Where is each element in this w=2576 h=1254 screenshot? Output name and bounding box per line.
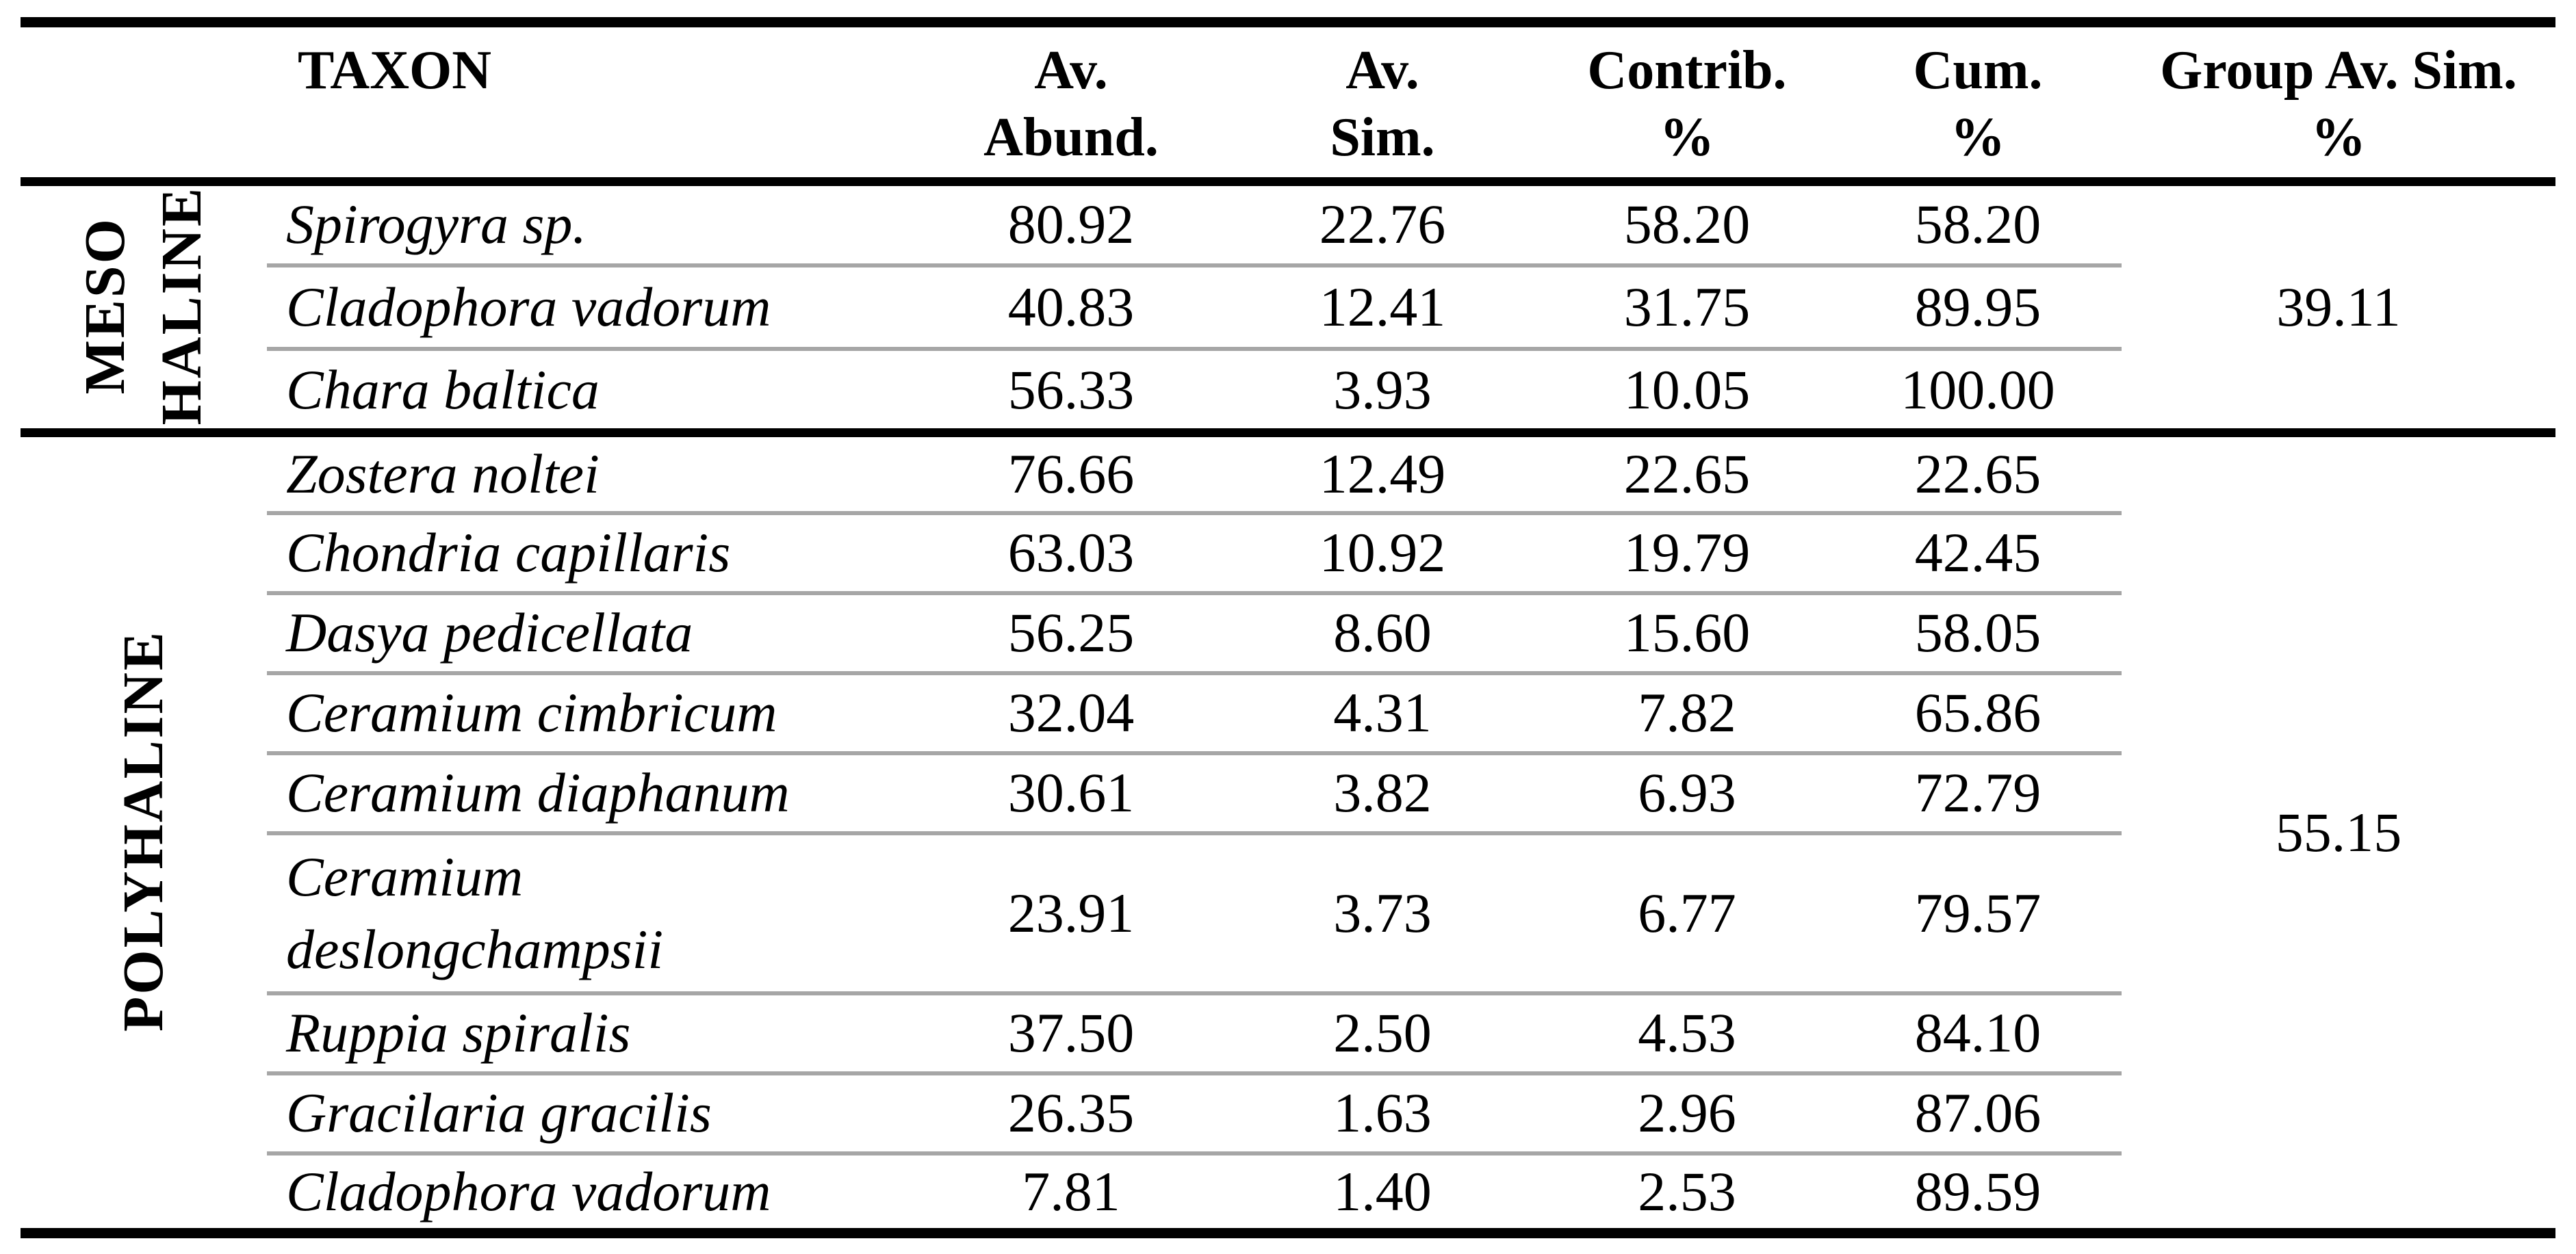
group-polyhaline: POLYHALINE Zostera noltei 76.66 12.49 22…: [21, 432, 2555, 1239]
cell-group-av-sim: 55.15: [2122, 432, 2555, 1239]
cell-cum: 89.95: [1834, 265, 2122, 352]
cell-av-abund: 23.91: [917, 833, 1225, 995]
cell-av-sim: 8.60: [1225, 592, 1540, 675]
group-label-polyhaline: POLYHALINE: [21, 432, 267, 1239]
table-row: POLYHALINE Zostera noltei 76.66 12.49 22…: [21, 432, 2555, 1239]
cell-av-sim: 1.40: [1225, 1153, 1540, 1239]
cell-cum: 65.86: [1834, 672, 2122, 755]
header-taxon: TAXON: [267, 17, 917, 186]
cell-av-sim: 1.63: [1225, 1073, 1540, 1155]
header-row: TAXON Av. Abund. Av. Sim. Contrib. % Cum…: [21, 17, 2555, 186]
cell-cum: 22.65: [1834, 432, 2122, 515]
header-group-spacer: [21, 17, 267, 186]
table-row: Cladophora vadorum 40.83 12.41 31.75 89.…: [21, 265, 2555, 352]
cell-av-abund: 37.50: [917, 993, 1225, 1075]
cell-cum: 84.10: [1834, 993, 2122, 1075]
cell-av-sim: 2.50: [1225, 993, 1540, 1075]
table-row: Cladophora vadorum 7.81 1.40 2.53 89.59: [21, 1153, 2555, 1239]
cell-contrib: 19.79: [1540, 512, 1834, 595]
cell-taxon: Gracilaria gracilis: [267, 1073, 917, 1155]
cell-contrib: 31.75: [1540, 265, 1834, 352]
cell-av-abund: 56.33: [917, 349, 1225, 438]
table-row: Gracilaria gracilis 26.35 1.63 2.96 87.0…: [21, 1073, 2555, 1155]
cell-taxon: Ceramium cimbricum: [267, 672, 917, 755]
table-row: Chondria capillaris 63.03 10.92 19.79 42…: [21, 512, 2555, 595]
table-row: Ceramium diaphanum 30.61 3.82 6.93 72.79: [21, 753, 2555, 835]
cell-taxon: Spirogyra sp.: [267, 181, 917, 267]
cell-taxon: Ceramium diaphanum: [267, 753, 917, 835]
table-row: MESO HALINE Spirogyra sp. 80.92 22.76 58…: [21, 181, 2555, 438]
cell-cum: 100.00: [1834, 349, 2122, 438]
cell-av-abund: 7.81: [917, 1153, 1225, 1239]
cell-av-abund: 56.25: [917, 592, 1225, 675]
group-mesohaline: MESO HALINE Spirogyra sp. 80.92 22.76 58…: [21, 181, 2555, 438]
header-group-av-sim: Group Av. Sim. %: [2122, 17, 2555, 186]
cell-av-sim: 3.93: [1225, 349, 1540, 438]
cell-contrib: 7.82: [1540, 672, 1834, 755]
vertical-group-label: POLYHALINE: [112, 630, 175, 1032]
cell-contrib: 15.60: [1540, 592, 1834, 675]
table-row: Ceramium cimbricum 32.04 4.31 7.82 65.86: [21, 672, 2555, 755]
simper-similarity-table: TAXON Av. Abund. Av. Sim. Contrib. % Cum…: [21, 17, 2555, 1239]
cell-contrib: 10.05: [1540, 349, 1834, 438]
cell-taxon: Chara baltica: [267, 349, 917, 438]
table-row: Chara baltica 56.33 3.93 10.05 100.00: [21, 349, 2555, 438]
cell-contrib: 22.65: [1540, 432, 1834, 515]
cell-taxon: Cladophora vadorum: [267, 265, 917, 352]
cell-taxon: Chondria capillaris: [267, 512, 917, 595]
cell-av-sim: 3.73: [1225, 833, 1540, 995]
cell-av-abund: 80.92: [917, 181, 1225, 267]
cell-av-sim: 12.49: [1225, 432, 1540, 515]
table-header: TAXON Av. Abund. Av. Sim. Contrib. % Cum…: [21, 17, 2555, 186]
header-contrib: Contrib. %: [1540, 17, 1834, 186]
cell-av-sim: 10.92: [1225, 512, 1540, 595]
cell-av-abund: 26.35: [917, 1073, 1225, 1155]
cell-taxon: Cladophora vadorum: [267, 1153, 917, 1239]
cell-cum: 89.59: [1834, 1153, 2122, 1239]
cell-contrib: 6.77: [1540, 833, 1834, 995]
table-row: Ceramium deslongchampsii 23.91 3.73 6.77…: [21, 833, 2555, 995]
cell-av-abund: 40.83: [917, 265, 1225, 352]
cell-taxon: Ceramium deslongchampsii: [267, 833, 917, 995]
header-cum: Cum. %: [1834, 17, 2122, 186]
group-label-mesohaline: MESO HALINE: [21, 181, 267, 438]
cell-av-sim: 22.76: [1225, 181, 1540, 267]
table-row: Dasya pedicellata 56.25 8.60 15.60 58.05: [21, 592, 2555, 675]
vertical-group-label: MESO HALINE: [73, 186, 214, 426]
cell-av-abund: 32.04: [917, 672, 1225, 755]
header-av-sim: Av. Sim.: [1225, 17, 1540, 186]
cell-contrib: 4.53: [1540, 993, 1834, 1075]
cell-av-sim: 3.82: [1225, 753, 1540, 835]
cell-av-abund: 76.66: [917, 432, 1225, 515]
cell-av-sim: 12.41: [1225, 265, 1540, 352]
cell-contrib: 2.53: [1540, 1153, 1834, 1239]
cell-cum: 58.20: [1834, 181, 2122, 267]
cell-cum: 87.06: [1834, 1073, 2122, 1155]
cell-contrib: 6.93: [1540, 753, 1834, 835]
cell-taxon: Dasya pedicellata: [267, 592, 917, 675]
cell-av-abund: 30.61: [917, 753, 1225, 835]
cell-contrib: 2.96: [1540, 1073, 1834, 1155]
cell-cum: 79.57: [1834, 833, 2122, 995]
cell-taxon: Ruppia spiralis: [267, 993, 917, 1075]
cell-cum: 42.45: [1834, 512, 2122, 595]
cell-av-sim: 4.31: [1225, 672, 1540, 755]
cell-taxon: Zostera noltei: [267, 432, 917, 515]
cell-cum: 58.05: [1834, 592, 2122, 675]
cell-contrib: 58.20: [1540, 181, 1834, 267]
cell-av-abund: 63.03: [917, 512, 1225, 595]
header-av-abund: Av. Abund.: [917, 17, 1225, 186]
cell-group-av-sim: 39.11: [2122, 181, 2555, 438]
table-row: Ruppia spiralis 37.50 2.50 4.53 84.10: [21, 993, 2555, 1075]
cell-cum: 72.79: [1834, 753, 2122, 835]
